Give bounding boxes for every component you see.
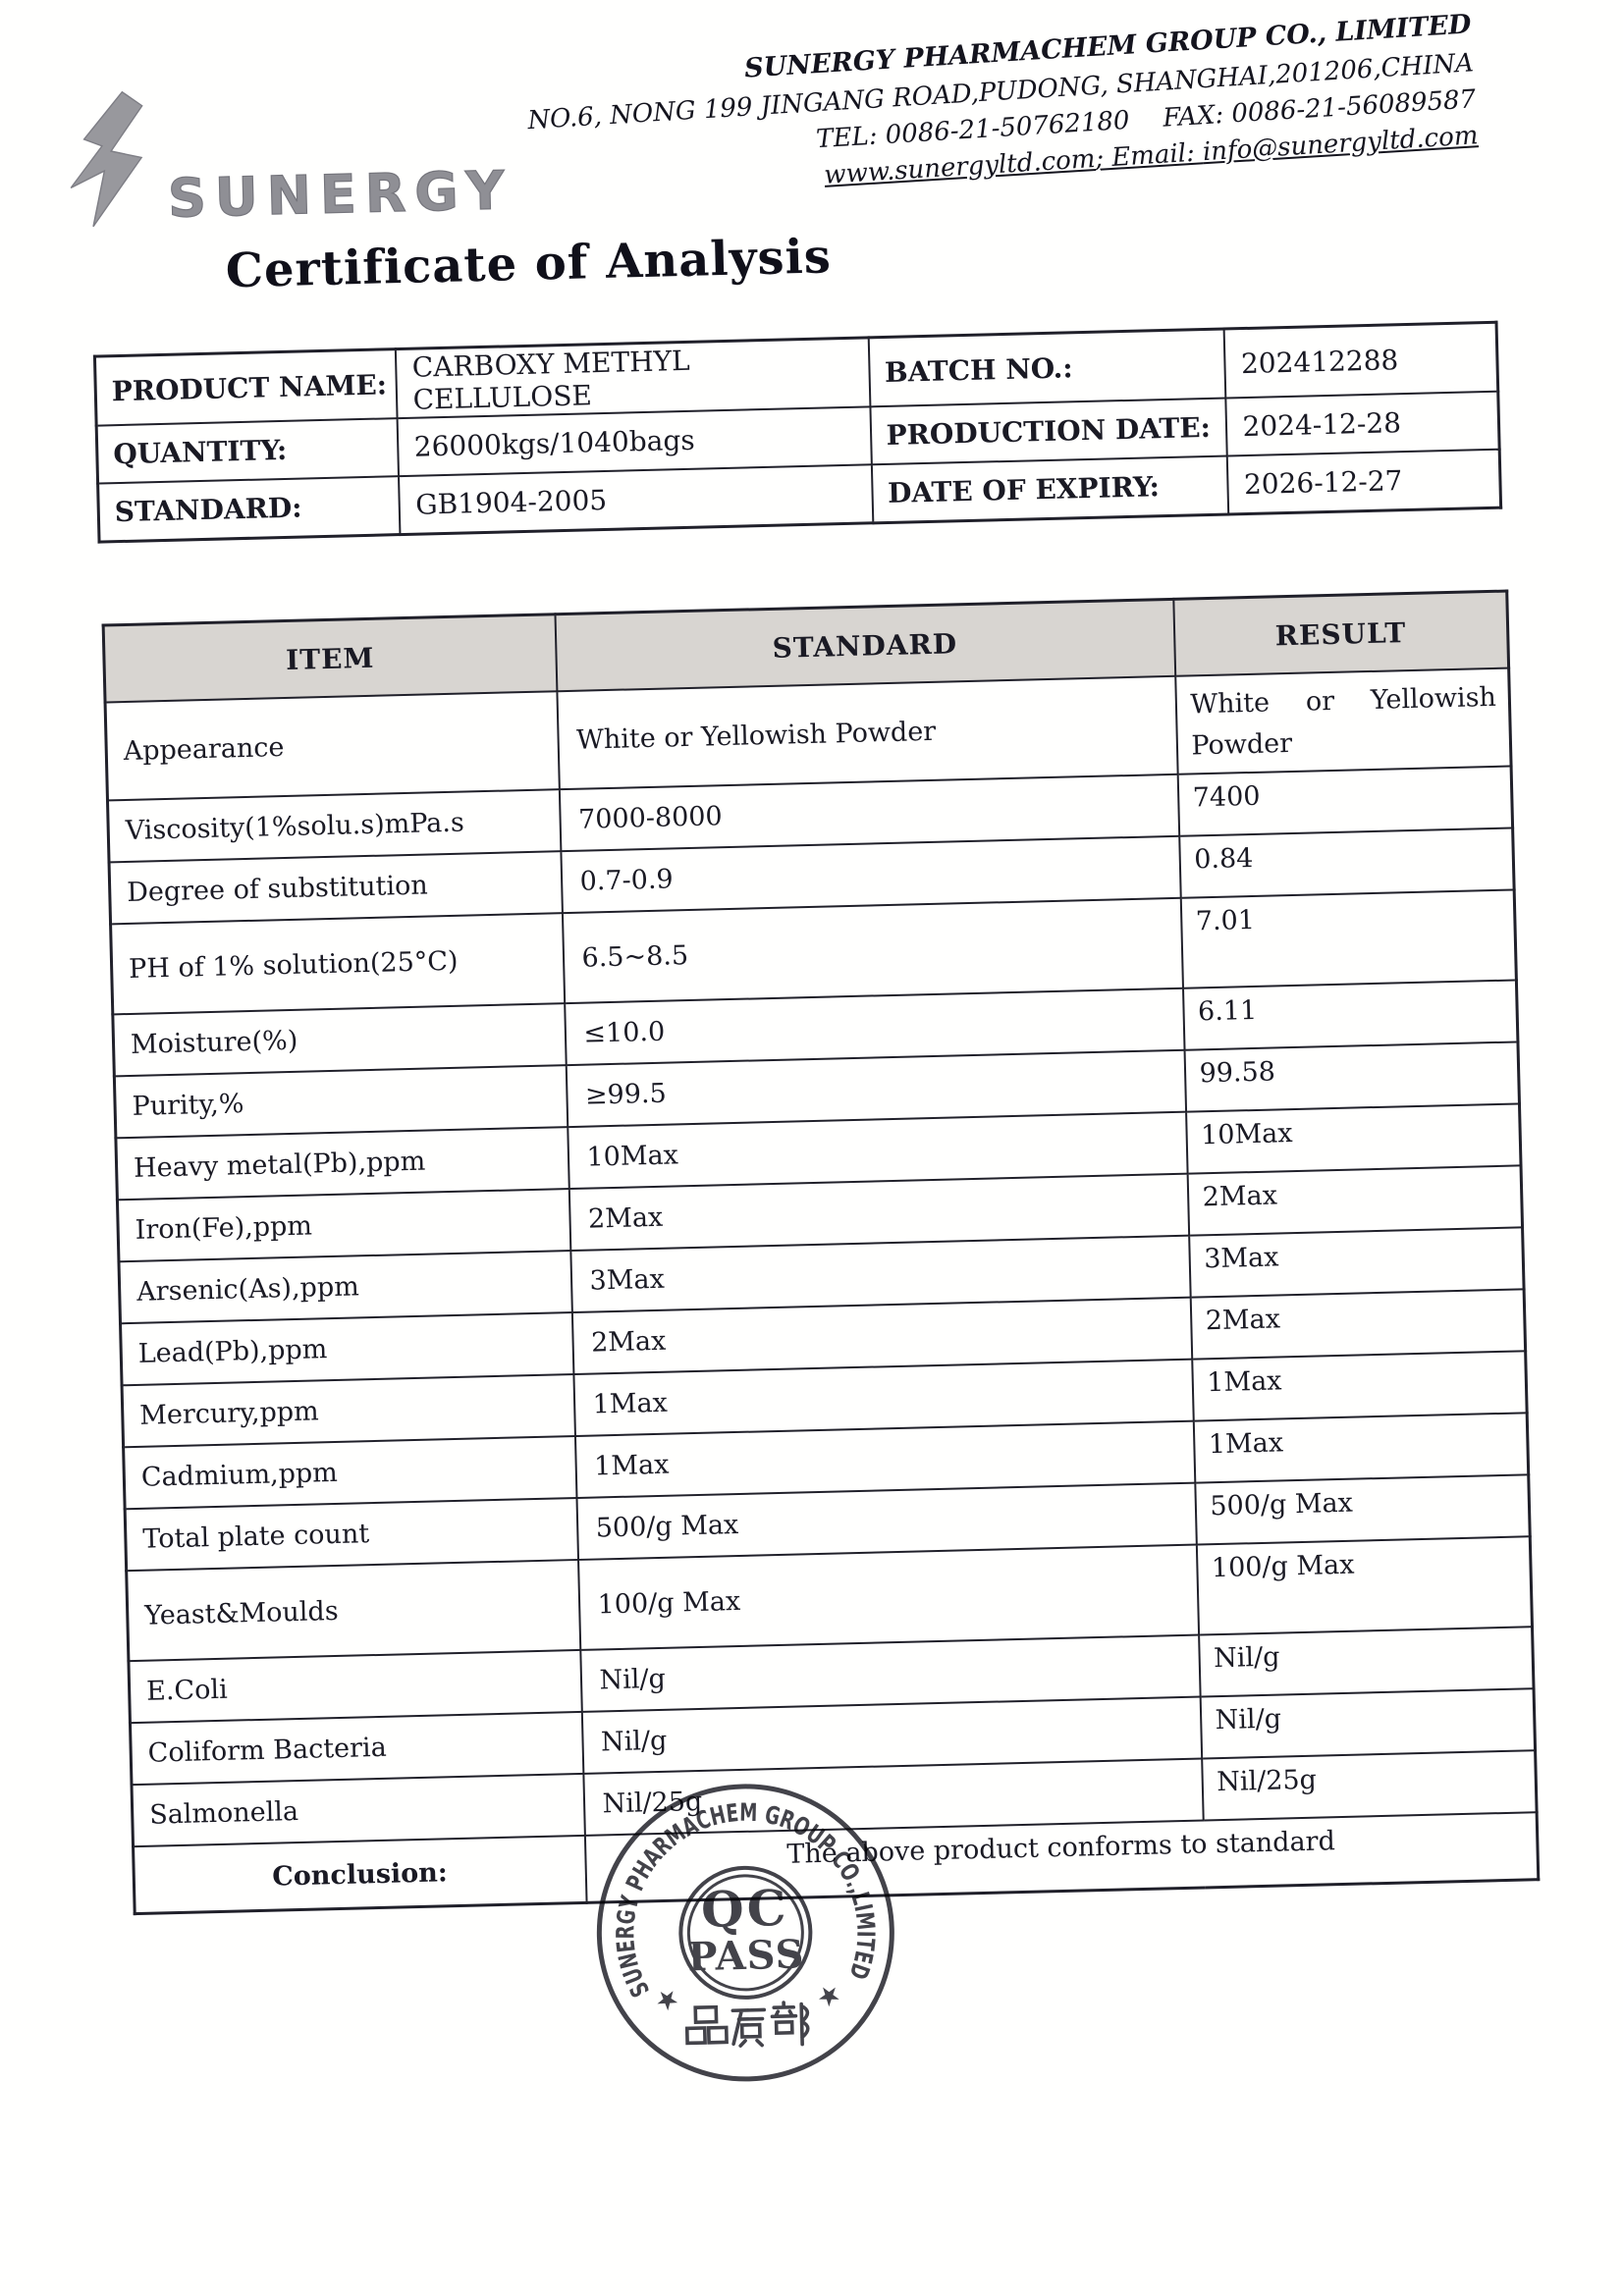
stamp-department-glyphs: [684, 2001, 810, 2048]
column-header-result: RESULT: [1172, 591, 1509, 676]
stamp-department-text: 品质部: [597, 2091, 598, 2092]
item-cell: E.Coli: [128, 1649, 582, 1724]
letterhead-contact-block: SUNERGY PHARMACHEM GROUP CO., LIMITED NO…: [490, 9, 1480, 210]
item-cell: Moisture(%): [112, 1003, 567, 1077]
analysis-rows: Appearance White or Yellowish Powder Whi…: [105, 667, 1538, 1847]
result-cell: Nil/g: [1200, 1688, 1536, 1759]
item-cell: Cadmium,ppm: [123, 1436, 576, 1510]
result-cell: 2Max: [1187, 1165, 1523, 1236]
item-cell: Lead(Pb),ppm: [120, 1312, 573, 1386]
item-cell: PH of 1% solution(25°C): [110, 913, 565, 1015]
product-label-cell: PRODUCT NAME:: [94, 348, 398, 426]
product-value-cell: CARBOXY METHYL CELLULOSE: [395, 337, 870, 419]
stamp-star-left: ★: [649, 1981, 686, 2019]
result-cell: 100/g Max: [1196, 1536, 1533, 1635]
product-label-cell: QUANTITY:: [96, 418, 399, 484]
item-cell: Coliform Bacteria: [130, 1711, 583, 1786]
result-cell: 99.58: [1184, 1041, 1520, 1112]
analysis-table: ITEM STANDARD RESULT Appearance White or…: [101, 589, 1541, 1916]
result-cell: 0.84: [1178, 828, 1515, 898]
stamp-outer-ring: [596, 1784, 894, 2082]
company-logo: SUNERGY: [63, 77, 514, 234]
product-value-cell: 2024-12-28: [1224, 391, 1500, 456]
item-cell: Iron(Fe),ppm: [117, 1189, 570, 1262]
item-cell: Total plate count: [125, 1497, 578, 1572]
item-cell: Yeast&Moulds: [126, 1559, 580, 1662]
product-label-cell: PRODUCTION DATE:: [869, 398, 1227, 465]
standard-cell: White or Yellowish Powder: [556, 675, 1178, 790]
item-cell: Purity,%: [114, 1065, 568, 1139]
product-value-cell: 2026-12-27: [1226, 449, 1501, 514]
result-cell: 1Max: [1191, 1351, 1528, 1421]
product-info-table: PRODUCT NAME: CARBOXY METHYL CELLULOSE B…: [92, 320, 1503, 544]
email-separator: ; Email:: [1094, 137, 1204, 174]
stamp-graphic: SUNERGY PHARMACHEM GROUP CO.,LIMITED ★ ★…: [596, 1784, 894, 2082]
product-label-cell: BATCH NO.:: [868, 329, 1225, 407]
lightning-bolt-icon: [70, 90, 143, 228]
product-value-cell: 202412288: [1223, 322, 1498, 399]
result-cell: 10Max: [1185, 1103, 1522, 1174]
result-cell: Nil/25g: [1201, 1750, 1538, 1821]
stamp-star-right: ★: [810, 1977, 847, 2015]
result-cell: Nil/g: [1198, 1627, 1535, 1697]
stamp-inner-ring-inner: [686, 1874, 804, 1992]
item-cell: Viscosity(1%solu.s)mPa.s: [107, 789, 561, 863]
result-cell: 3Max: [1188, 1227, 1525, 1298]
product-info-body: PRODUCT NAME: CARBOXY METHYL CELLULOSE B…: [94, 322, 1501, 543]
product-label-cell: DATE OF EXPIRY:: [871, 455, 1228, 523]
item-cell: Heavy metal(Pb),ppm: [115, 1127, 569, 1201]
standard-cell: 100/g Max: [577, 1544, 1199, 1650]
column-header-item: ITEM: [103, 614, 557, 703]
result-cell: 1Max: [1193, 1413, 1529, 1483]
stamp-pass-text: PASS: [687, 1931, 805, 1980]
conclusion-label: Conclusion:: [133, 1835, 587, 1914]
result-cell: 500/g Max: [1194, 1474, 1531, 1545]
result-cell: 6.11: [1182, 980, 1518, 1050]
result-cell: 7400: [1177, 766, 1513, 836]
item-cell: Arsenic(As),ppm: [118, 1251, 572, 1324]
result-cell: 2Max: [1190, 1289, 1526, 1360]
stamp-inner-ring-outer: [678, 1865, 813, 2000]
stamp-qc-text: QC: [700, 1879, 789, 1939]
product-label-cell: STANDARD:: [97, 476, 400, 543]
logo-wordmark: SUNERGY: [167, 159, 514, 231]
product-value-cell: GB1904-2005: [398, 464, 873, 535]
item-cell: Appearance: [105, 691, 560, 801]
result-cell: 7.01: [1180, 889, 1517, 988]
item-cell: Salmonella: [131, 1773, 585, 1847]
item-cell: Degree of substitution: [109, 851, 563, 925]
result-cell: White or Yellowish Powder: [1174, 667, 1512, 774]
item-cell: Mercury,ppm: [122, 1374, 575, 1448]
standard-cell: 6.5~8.5: [562, 897, 1183, 1004]
qc-pass-stamp: SUNERGY PHARMACHEM GROUP CO.,LIMITED ★ ★…: [590, 1777, 904, 2091]
document-title: Certificate of Analysis: [225, 229, 833, 299]
